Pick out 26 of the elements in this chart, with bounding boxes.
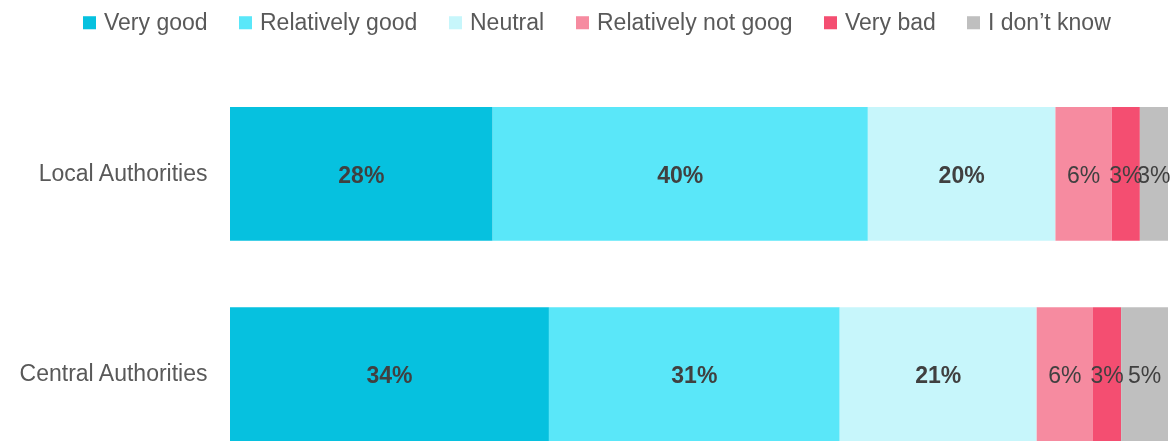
legend-label: Relatively not goog — [597, 8, 793, 35]
data-label: 6% — [1066, 161, 1101, 188]
data-label: 6% — [1048, 362, 1082, 389]
data-label: 21% — [915, 362, 962, 389]
data-label: 28% — [338, 161, 385, 188]
data-label: 31% — [671, 362, 718, 389]
bar — [230, 107, 493, 241]
bar — [492, 107, 868, 241]
bar — [867, 107, 1056, 241]
data-label: 34% — [366, 362, 413, 389]
bar — [548, 307, 840, 441]
legend-label: Very bad — [845, 8, 936, 35]
bar — [1036, 307, 1093, 441]
bar — [839, 307, 1037, 441]
bar — [230, 307, 549, 441]
legend-label: Very good — [104, 8, 208, 35]
data-label: 20% — [938, 161, 985, 188]
legend-label: Neutral — [470, 8, 545, 35]
data-label: 40% — [657, 161, 704, 188]
legend-label: I don’t know — [988, 8, 1112, 35]
bar — [1055, 107, 1112, 241]
legend-label: Relatively good — [260, 8, 418, 35]
data-label: 5% — [1127, 362, 1162, 389]
y-tick-label: Local Authorities — [38, 159, 208, 186]
y-tick-label: Central Authorities — [19, 360, 208, 387]
bar — [1121, 307, 1168, 441]
